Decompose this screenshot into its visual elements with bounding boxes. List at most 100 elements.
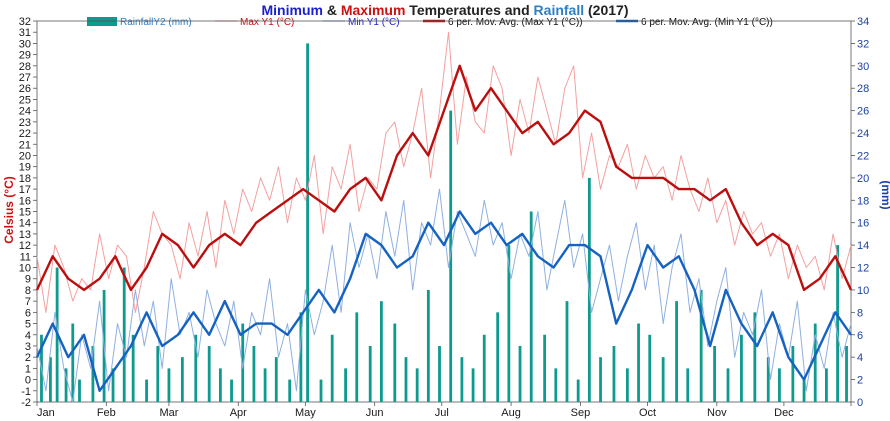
rainfall-bar: [230, 379, 233, 402]
y-left-tick-label: 29: [19, 50, 31, 62]
x-tick-label-may: May: [295, 407, 316, 419]
y-left-tick-label: 2: [25, 352, 31, 364]
title-part-1: &: [323, 2, 341, 18]
y-right-tick-label: 8: [857, 307, 863, 319]
rainfall-bar: [415, 368, 419, 402]
rainfall-bar: [91, 345, 95, 402]
rainfall-bar: [145, 379, 148, 402]
legend: RainfallY2 (mm) Max Y1 (°C) Min Y1 (°C) 6 p…: [87, 17, 773, 28]
y-left-tick-label: 13: [19, 229, 31, 241]
y-right-tick-label: 12: [857, 263, 869, 275]
y-left-tick-label: 0: [25, 375, 31, 387]
rainfall-bar: [319, 379, 323, 402]
y-right-tick-label: 24: [857, 128, 869, 140]
rainfall-bar: [49, 357, 52, 402]
x-tick-label-sep: Sep: [571, 407, 591, 419]
y-left-tick-label: 18: [19, 173, 31, 185]
rainfall-bars: [40, 43, 848, 402]
title-part-3: Temperatures and: [405, 2, 533, 18]
legend-label-2: Min Y1 (°C): [348, 17, 400, 28]
rainfall-bar: [379, 301, 383, 402]
y-left-tick-label: 23: [19, 117, 31, 129]
rainfall-bar: [778, 368, 781, 402]
y-left-tick-label: 25: [19, 94, 31, 106]
rainfall-bar: [306, 43, 309, 402]
y-left-tick-label: 20: [19, 150, 31, 162]
y-right-tick-label: 4: [857, 352, 863, 364]
y-left-tick-label: 27: [19, 72, 31, 84]
title-part-4: Rainfall: [534, 2, 585, 18]
rainfall-bar: [576, 379, 580, 402]
y-right-tick-label: 22: [857, 150, 869, 162]
rainfall-bar: [740, 334, 743, 402]
rainfall-bar: [218, 368, 222, 402]
rainfall-bar: [543, 334, 547, 402]
left-axis: -2-1012345678910111213141516171819202122…: [19, 16, 37, 409]
rainfall-bar: [813, 323, 817, 402]
rainfall-bar: [482, 334, 486, 402]
rainfall-bar: [529, 211, 533, 402]
rainfall-bar: [355, 312, 359, 402]
rainfall-bar: [599, 357, 602, 402]
title-part-0: Minimum: [262, 2, 323, 18]
y-left-tick-label: 8: [25, 285, 31, 297]
rainfall-bar: [766, 357, 770, 402]
rainfall-bar: [64, 368, 68, 402]
rainfall-bar: [637, 323, 640, 402]
rainfall-bar: [802, 379, 806, 402]
x-tick-label-aug: Aug: [501, 407, 521, 419]
y-right-tick-label: 0: [857, 397, 863, 409]
chart-title: Minimum & Maximum Temperatures and Rainf…: [262, 2, 629, 18]
rainfall-bar: [426, 289, 430, 402]
x-tick-label-oct: Oct: [639, 407, 656, 419]
x-tick-label-jul: Jul: [435, 407, 449, 419]
y-right-tick-label: 32: [857, 38, 869, 50]
rainfall-bar: [675, 301, 678, 402]
title-part-5: (2017): [584, 2, 628, 18]
rainfall-bar: [648, 334, 652, 402]
y-axis-left-title: Celsius (°C): [2, 176, 16, 243]
rainfall-bar: [368, 345, 372, 402]
legend-label-4: 6 per. Mov. Avg. (Min Y1 (°C)): [641, 17, 773, 28]
x-axis: Jan Feb Mar Apr May Jun Jul Aug Sep Oct Nov Dec: [36, 402, 852, 419]
rainfall-bar: [167, 368, 171, 402]
x-tick-label-feb: Feb: [97, 407, 116, 419]
y-left-tick-label: 12: [19, 240, 31, 252]
rainfall-bar: [156, 345, 160, 402]
y-right-tick-label: 18: [857, 195, 869, 207]
legend-label-0: RainfallY2 (mm): [120, 17, 192, 28]
y-left-tick-label: 32: [19, 16, 31, 28]
y-left-tick-label: 19: [19, 162, 31, 174]
temperature-lines: [35, 31, 853, 403]
y-left-tick-label: 11: [20, 251, 31, 263]
rainfall-bar: [330, 334, 334, 402]
y-left-tick-label: 31: [19, 27, 31, 39]
x-tick-label-apr: Apr: [230, 407, 247, 419]
max-temp-line: [36, 31, 852, 313]
rainfall-bar: [825, 368, 828, 402]
rainfall-bar: [686, 368, 690, 402]
y-right-tick-label: 20: [857, 173, 869, 185]
y-left-tick-label: 14: [19, 218, 31, 230]
rainfall-bar: [122, 267, 126, 402]
rainfall-bar: [274, 357, 278, 402]
y-right-tick-label: 28: [857, 83, 869, 95]
rainfall-bar: [836, 245, 839, 402]
y-axis-right-title: (mm): [879, 180, 890, 209]
rainfall-bar: [393, 323, 397, 402]
rainfall-bar: [518, 345, 522, 402]
rainfall-bar: [507, 245, 511, 402]
rainfall-bar: [241, 323, 245, 402]
rainfall-bar: [726, 368, 730, 402]
rainfall-bar: [699, 289, 703, 402]
y-left-tick-label: -2: [21, 397, 31, 409]
rainfall-bar: [612, 345, 616, 402]
rainfall-bar: [753, 312, 757, 402]
rainfall-bar: [554, 368, 558, 402]
rainfall-bar: [438, 345, 441, 402]
rainfall-bar: [78, 379, 81, 402]
rainfall-bar: [180, 357, 184, 402]
